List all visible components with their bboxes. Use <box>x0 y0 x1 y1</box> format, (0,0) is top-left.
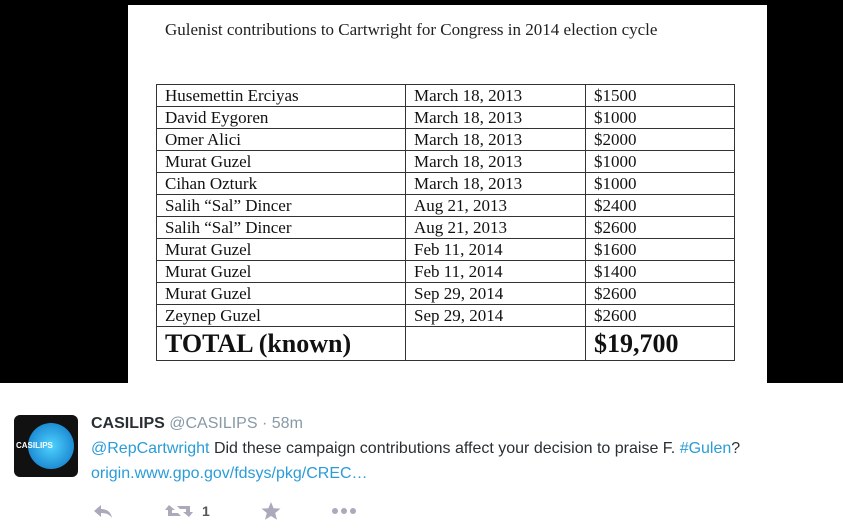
amount-cell: $2000 <box>585 128 735 151</box>
date-cell: Feb 11, 2014 <box>405 260 586 283</box>
reply-icon[interactable] <box>91 501 115 521</box>
retweet-icon[interactable] <box>164 501 194 521</box>
total-row: TOTAL (known) $19,700 <box>156 326 735 361</box>
favorite-icon[interactable] <box>260 501 282 521</box>
contributor-cell: Omer Alici <box>156 128 406 151</box>
amount-cell: $2600 <box>585 216 735 239</box>
table-row: Murat Guzel Feb 11, 2014 $1600 <box>156 238 735 261</box>
amount-cell: $1600 <box>585 238 735 261</box>
contributor-cell: Husemettin Erciyas <box>156 84 406 107</box>
total-label: TOTAL (known) <box>156 326 406 361</box>
table-row: Cihan Ozturk March 18, 2013 $1000 <box>156 172 735 195</box>
date-cell: March 18, 2013 <box>405 84 586 107</box>
amount-cell: $1000 <box>585 106 735 129</box>
amount-cell: $1000 <box>585 172 735 195</box>
date-cell: Sep 29, 2014 <box>405 282 586 305</box>
mention[interactable]: @RepCartwright <box>91 440 210 457</box>
tweet-text: @RepCartwright Did these campaign contri… <box>91 440 740 458</box>
date-cell: March 18, 2013 <box>405 106 586 129</box>
time[interactable]: 58m <box>271 415 303 432</box>
image: Gulenist contributions to Cartwright for… <box>128 5 767 383</box>
contributor-cell: David Eygoren <box>156 106 406 129</box>
date-cell: March 18, 2013 <box>405 150 586 173</box>
table-row: Murat Guzel Sep 29, 2014 $2600 <box>156 282 735 305</box>
amount-cell: $1000 <box>585 150 735 173</box>
contributor-cell: Murat Guzel <box>156 260 406 283</box>
amount-cell: $2400 <box>585 194 735 217</box>
date-cell: Sep 29, 2014 <box>405 304 586 327</box>
contributor-cell: Murat Guzel <box>156 238 406 261</box>
hashtag[interactable]: #Gulen <box>679 440 732 457</box>
date-cell: Aug 21, 2013 <box>405 194 586 217</box>
amount-cell: $2600 <box>585 282 735 305</box>
amount-cell: $2600 <box>585 304 735 327</box>
avatar[interactable]: CASILIPS <box>14 415 78 477</box>
table-row: Omer Alici March 18, 2013 $2000 <box>156 128 735 151</box>
handle[interactable]: @CASILIPS <box>169 415 258 432</box>
tweet: CASILIPS CASILIPS @CASILIPS · 58m @RepCa… <box>0 383 843 529</box>
separator: · <box>261 415 268 432</box>
contributor-cell: Salih “Sal” Dincer <box>156 216 406 239</box>
image-title: Gulenist contributions to Cartwright for… <box>165 20 658 39</box>
contributions-table: Husemettin Erciyas March 18, 2013 $1500 Dav… <box>156 84 735 361</box>
table-row: David Eygoren March 18, 2013 $1000 <box>156 106 735 129</box>
table-row: Murat Guzel Feb 11, 2014 $1400 <box>156 260 735 283</box>
total-amount: $19,700 <box>585 326 735 361</box>
avatar-text: CASILIPS <box>16 441 53 450</box>
text-end: ? <box>731 440 741 457</box>
contributor-cell: Salih “Sal” Dincer <box>156 194 406 217</box>
date-cell: March 18, 2013 <box>405 172 586 195</box>
table-row: Husemettin Erciyas March 18, 2013 $1500 <box>156 84 735 107</box>
amount-cell: $1400 <box>585 260 735 283</box>
contributor-cell: Murat Guzel <box>156 282 406 305</box>
table-row: Salih “Sal” Dincer Aug 21, 2013 $2600 <box>156 216 735 239</box>
media-area: Gulenist contributions to Cartwright for… <box>0 0 843 383</box>
table-row: Salih “Sal” Dincer Aug 21, 2013 $2400 <box>156 194 735 217</box>
text: Did these campaign contributions affect … <box>209 440 680 457</box>
user-name[interactable]: CASILIPS <box>91 415 165 432</box>
table-row: Zeynep Guzel Sep 29, 2014 $2600 <box>156 304 735 327</box>
link[interactable]: origin.www.gpo.gov/fdsys/pkg/CREC… <box>91 465 368 482</box>
contributor-cell: Cihan Ozturk <box>156 172 406 195</box>
date-cell: Aug 21, 2013 <box>405 216 586 239</box>
amount-cell: $1500 <box>585 84 735 107</box>
more-icon[interactable] <box>331 501 357 521</box>
contributor-cell: Zeynep Guzel <box>156 304 406 327</box>
tweet-header: CASILIPS @CASILIPS · 58m <box>91 415 303 433</box>
retweet-count: 1 <box>202 503 210 519</box>
date-cell: Feb 11, 2014 <box>405 238 586 261</box>
table-row: Murat Guzel March 18, 2013 $1000 <box>156 150 735 173</box>
date-cell: March 18, 2013 <box>405 128 586 151</box>
empty-cell <box>405 326 586 361</box>
contributor-cell: Murat Guzel <box>156 150 406 173</box>
